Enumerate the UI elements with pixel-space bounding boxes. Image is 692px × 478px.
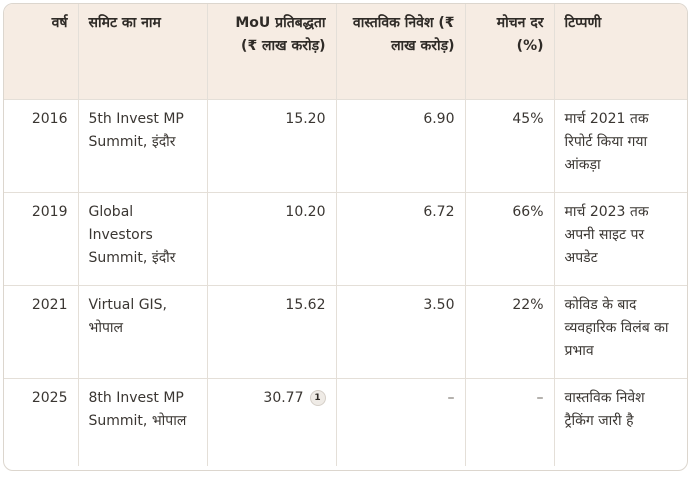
cell-mou-commitment: 10.20 — [207, 192, 337, 286]
cell-summit-name: Virtual GIS, भोपाल — [78, 285, 208, 379]
cell-year: 2021 — [4, 285, 79, 379]
header-row: वर्ष समिट का नाम MoU प्रतिबद्धता (₹ लाख … — [4, 4, 687, 100]
header-summit-name: समिट का नाम — [78, 4, 208, 100]
cell-note: कोविड के बाद व्यवहारिक विलंब का प्रभाव — [554, 285, 687, 379]
mou-value: 30.77 — [263, 389, 304, 406]
cell-summit-name: Global Investors Summit, इंदौर — [78, 192, 208, 286]
cell-summit-name: 8th Invest MP Summit, भोपाल — [78, 378, 208, 466]
cell-year: 2016 — [4, 99, 79, 193]
footnote-marker[interactable]: 1 — [309, 389, 326, 406]
table-row: 2021 Virtual GIS, भोपाल 15.62 3.50 22% क… — [4, 285, 687, 379]
header-actual-investment: वास्तविक निवेश (₹ लाख करोड़) — [336, 4, 466, 100]
cell-summit-name: 5th Invest MP Summit, इंदौर — [78, 99, 208, 193]
investment-summit-table: वर्ष समिट का नाम MoU प्रतिबद्धता (₹ लाख … — [3, 3, 688, 471]
cell-mou-commitment: 30.77 1 — [207, 378, 337, 466]
header-mou-commitment: MoU प्रतिबद्धता (₹ लाख करोड़) — [207, 4, 337, 100]
header-note: टिप्पणी — [554, 4, 687, 100]
cell-note: मार्च 2021 तक रिपोर्ट किया गया आंकड़ा — [554, 99, 687, 193]
cell-conversion-rate: 45% — [465, 99, 555, 193]
cell-actual-investment: 6.90 — [336, 99, 466, 193]
table-row: 2016 5th Invest MP Summit, इंदौर 15.20 6… — [4, 99, 687, 193]
cell-mou-commitment: 15.62 — [207, 285, 337, 379]
cell-conversion-rate: 22% — [465, 285, 555, 379]
table-header: वर्ष समिट का नाम MoU प्रतिबद्धता (₹ लाख … — [4, 4, 687, 100]
table-row: 2025 8th Invest MP Summit, भोपाल 30.77 1 … — [4, 378, 687, 466]
cell-actual-investment: 6.72 — [336, 192, 466, 286]
cell-mou-commitment: 15.20 — [207, 99, 337, 193]
cell-conversion-rate: 66% — [465, 192, 555, 286]
cell-year: 2019 — [4, 192, 79, 286]
cell-note: मार्च 2023 तक अपनी साइट पर अपडेट — [554, 192, 687, 286]
cell-note: वास्तविक निवेश ट्रैकिंग जारी है — [564, 389, 645, 429]
cell-conversion-rate: – — [465, 378, 555, 466]
header-year: वर्ष — [4, 4, 79, 100]
header-conversion-rate: मोचन दर (%) — [465, 4, 555, 100]
summit-data-table: वर्ष समिट का नाम MoU प्रतिबद्धता (₹ लाख … — [4, 4, 687, 466]
table-row: 2019 Global Investors Summit, इंदौर 10.2… — [4, 192, 687, 286]
cell-year: 2025 — [4, 378, 79, 466]
cell-actual-investment: – — [336, 378, 466, 466]
table-body: 2016 5th Invest MP Summit, इंदौर 15.20 6… — [4, 99, 687, 466]
cell-actual-investment: 3.50 — [336, 285, 466, 379]
